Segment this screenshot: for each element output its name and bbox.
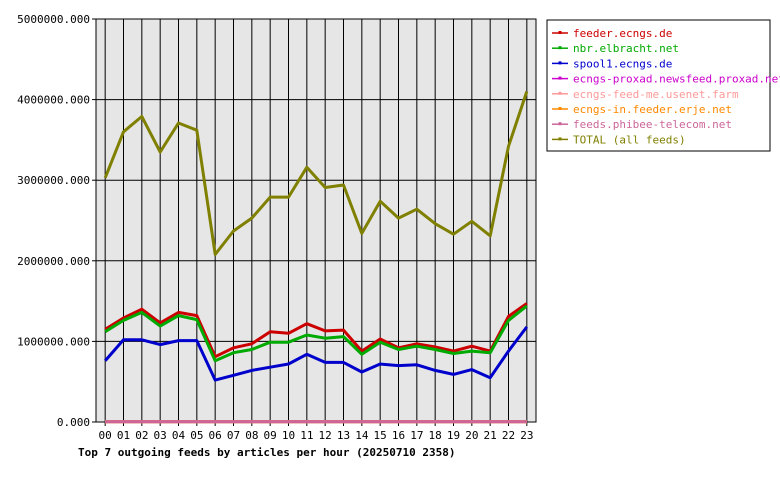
x-tick-label: 15: [374, 429, 387, 442]
legend-box: [546, 19, 771, 152]
y-axis: 0.000 1000000.000 2000000.000 3000000.000 40…: [17, 13, 96, 429]
x-tick-label: 02: [135, 429, 148, 442]
x-tick-label: 19: [447, 429, 460, 442]
plot-area: [95, 18, 537, 423]
y-tick-label: 3000000.000: [17, 174, 90, 187]
legend-label: TOTAL (all feeds): [573, 133, 686, 146]
x-tick-label: 14: [355, 429, 369, 442]
x-tick-label: 23: [520, 429, 533, 442]
x-tick-label: 22: [502, 429, 515, 442]
x-tick-label: 04: [172, 429, 186, 442]
x-tick-label: 11: [300, 429, 313, 442]
x-tick-label: 07: [227, 429, 240, 442]
legend-marker: [558, 137, 562, 141]
legend-marker: [558, 46, 562, 50]
series-line: [104, 325, 528, 382]
series-lines: [103, 91, 529, 424]
x-tick-label: 03: [154, 429, 167, 442]
legend-marker: [558, 122, 562, 126]
y-tick-label: 2000000.000: [17, 255, 90, 268]
legend-label: feeder.ecngs.de: [573, 27, 672, 40]
x-tick-label: 01: [117, 429, 130, 442]
series-line: [104, 304, 528, 363]
x-tick-label: 20: [465, 429, 478, 442]
legend-label: ecngs-feed-me.usenet.farm: [573, 88, 739, 101]
x-axis: 00 01 02 03 04 05 06 07 08 09 10 11 12 13 14 15 16 17 18 19…: [99, 422, 533, 442]
x-tick-label: 05: [190, 429, 203, 442]
x-tick-label: 16: [392, 429, 405, 442]
series-line: [103, 91, 529, 256]
legend-marker: [558, 91, 562, 95]
legend-label: ecngs-proxad.newsfeed.proxad.net: [573, 73, 780, 86]
chart-title: Top 7 outgoing feeds by articles per hou…: [78, 446, 456, 459]
x-tick-label: 18: [429, 429, 442, 442]
x-tick-label: 13: [337, 429, 350, 442]
legend-marker: [558, 61, 562, 65]
y-tick-label: 5000000.000: [17, 13, 90, 26]
y-tick-label: 0.000: [57, 416, 90, 429]
legend: feeder.ecngs.de nbr.elbracht.net spool1.ec…: [546, 19, 780, 152]
y-tick-label: 4000000.000: [17, 94, 90, 107]
x-tick-label: 00: [99, 429, 112, 442]
legend-marker: [558, 107, 562, 110]
legend-label: feeds.phibee-telecom.net: [573, 118, 732, 131]
legend-label: ecngs-in.feeder.erje.net: [573, 103, 732, 116]
x-tick-label: 17: [410, 429, 423, 442]
x-tick-label: 06: [209, 429, 222, 442]
legend-marker: [558, 76, 562, 80]
x-tick-label: 08: [245, 429, 258, 442]
x-tick-label: 21: [484, 429, 497, 442]
legend-label: spool1.ecngs.de: [573, 57, 672, 70]
legend-label: nbr.elbracht.net: [573, 42, 679, 55]
x-tick-label: 09: [264, 429, 277, 442]
x-tick-label: 12: [319, 429, 332, 442]
series-line: [104, 302, 528, 359]
legend-marker: [558, 31, 562, 34]
x-tick-label: 10: [282, 429, 295, 442]
y-tick-label: 1000000.000: [17, 335, 90, 348]
